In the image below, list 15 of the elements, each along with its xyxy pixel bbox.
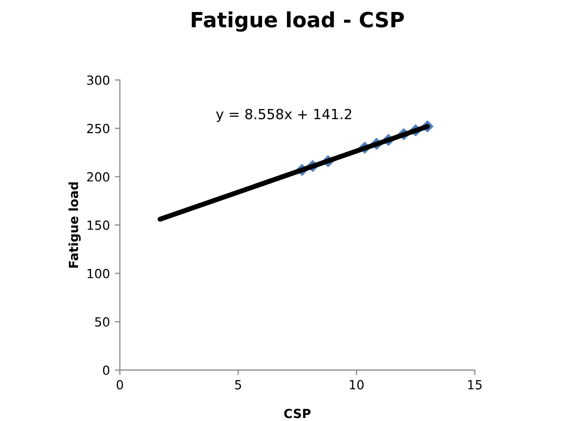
y-tick-label: 150 (88, 220, 110, 230)
y-tick-label: 250 (87, 124, 110, 134)
y-tick-label: 300 (87, 75, 110, 85)
y-tick-label: 100 (88, 268, 110, 278)
x-tick-label: 15 (468, 380, 482, 390)
x-tick-label: 0 (116, 380, 123, 390)
x-tick-label: 5 (235, 380, 242, 390)
chart-title: Fatigue load - CSP (192, 11, 404, 32)
x-tick-label: 10 (350, 380, 364, 390)
annotation: y = 8.558x + 141.2 (216, 108, 352, 122)
y-tick-label: 200 (87, 172, 110, 182)
x-axis-title: CSP (284, 408, 311, 418)
y-tick-label: 50 (95, 317, 110, 327)
y-tick-label: 0 (103, 366, 110, 375)
y-axis-title: Fatigue load (68, 182, 81, 268)
